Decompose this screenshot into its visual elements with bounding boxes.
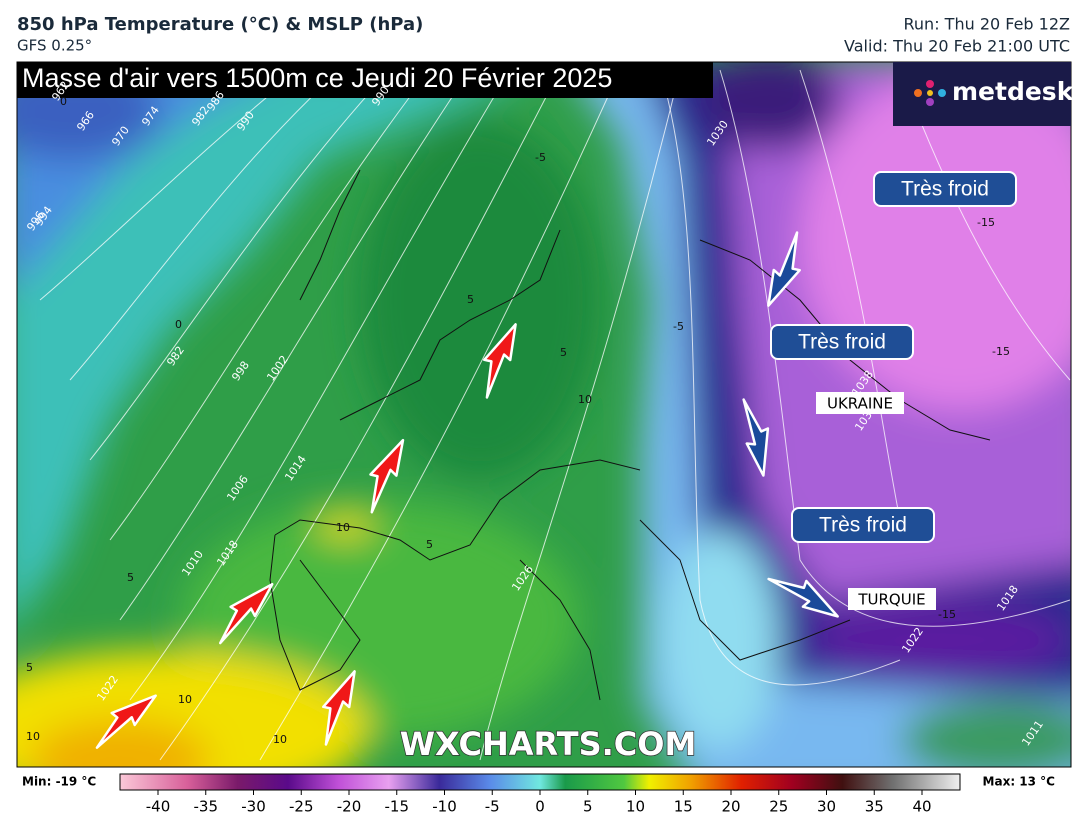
colorbar-tick-label: 5 bbox=[583, 798, 593, 816]
legend-max: Max: 13 °C bbox=[983, 775, 1056, 789]
valid-time: Valid: Thu 20 Feb 21:00 UTC bbox=[844, 37, 1070, 56]
colorbar bbox=[119, 773, 961, 791]
temperature-label: 5 bbox=[26, 661, 33, 674]
colorbar-tick-label: 0 bbox=[535, 798, 545, 816]
place-box bbox=[816, 392, 904, 414]
colorbar-tick-label: 30 bbox=[817, 798, 836, 816]
callout-box bbox=[791, 507, 935, 543]
colorbar-tick-label: 20 bbox=[721, 798, 740, 816]
callout-box bbox=[770, 324, 914, 360]
logo-bg bbox=[893, 62, 1071, 126]
temperature-label: -5 bbox=[673, 320, 684, 333]
temperature-label: 5 bbox=[127, 571, 134, 584]
colorbar-tick-label: -5 bbox=[485, 798, 500, 816]
place-label: TURQUIE bbox=[857, 591, 925, 609]
logo: metdesk bbox=[952, 77, 1075, 106]
temperature-label: 5 bbox=[560, 346, 567, 359]
temperature-label: 10 bbox=[178, 693, 192, 706]
colorbar-tick-label: -20 bbox=[337, 798, 362, 816]
legend-min: Min: -19 °C bbox=[22, 775, 96, 789]
temperature-label: 10 bbox=[26, 730, 40, 743]
temperature-label: 5 bbox=[426, 538, 433, 551]
colorbar-tick-label: 25 bbox=[769, 798, 788, 816]
watermark: WXCHARTS.COM bbox=[400, 725, 697, 763]
colorbar-tick-label: -30 bbox=[241, 798, 266, 816]
callout: Très froid bbox=[819, 514, 907, 537]
temperature-label: -15 bbox=[992, 345, 1010, 358]
colorbar-tick-label: -40 bbox=[146, 798, 171, 816]
colorbar-tick-label: 40 bbox=[912, 798, 931, 816]
temperature-label: 5 bbox=[467, 293, 474, 306]
subtitle: GFS 0.25° bbox=[17, 37, 92, 55]
colorbar-tick-label: -15 bbox=[385, 798, 410, 816]
temperature-label: 0 bbox=[175, 318, 182, 331]
callout-box bbox=[873, 171, 1017, 207]
temperature-label: -15 bbox=[938, 608, 956, 621]
map bbox=[17, 62, 1071, 767]
temperature-label: 10 bbox=[336, 521, 350, 534]
temperature-label: -5 bbox=[535, 151, 546, 164]
colorbar-tick-label: 35 bbox=[865, 798, 884, 816]
temperature-label: 0 bbox=[60, 95, 67, 108]
colorbar-tick-label: -35 bbox=[194, 798, 219, 816]
temperature-label: 10 bbox=[273, 733, 287, 746]
banner-bg bbox=[17, 62, 713, 98]
temperature-label: 10 bbox=[578, 393, 592, 406]
colorbar-tick-label: 10 bbox=[626, 798, 645, 816]
run-time: Run: Thu 20 Feb 12Z bbox=[904, 15, 1071, 34]
place-label: UKRAINE bbox=[827, 395, 893, 413]
callout: Très froid bbox=[901, 178, 989, 201]
colorbar-tick-label: 15 bbox=[674, 798, 693, 816]
logo-icon bbox=[914, 80, 946, 106]
title: 850 hPa Temperature (°C) & MSLP (hPa) bbox=[17, 14, 423, 35]
temperature-label: -15 bbox=[977, 216, 995, 229]
colorbar-tick-label: -25 bbox=[289, 798, 314, 816]
place-box bbox=[848, 588, 936, 610]
colorbar-tick-label: -10 bbox=[432, 798, 457, 816]
banner: Masse d'air vers 1500m ce Jeudi 20 Févri… bbox=[22, 63, 612, 93]
callout: Très froid bbox=[798, 331, 886, 354]
